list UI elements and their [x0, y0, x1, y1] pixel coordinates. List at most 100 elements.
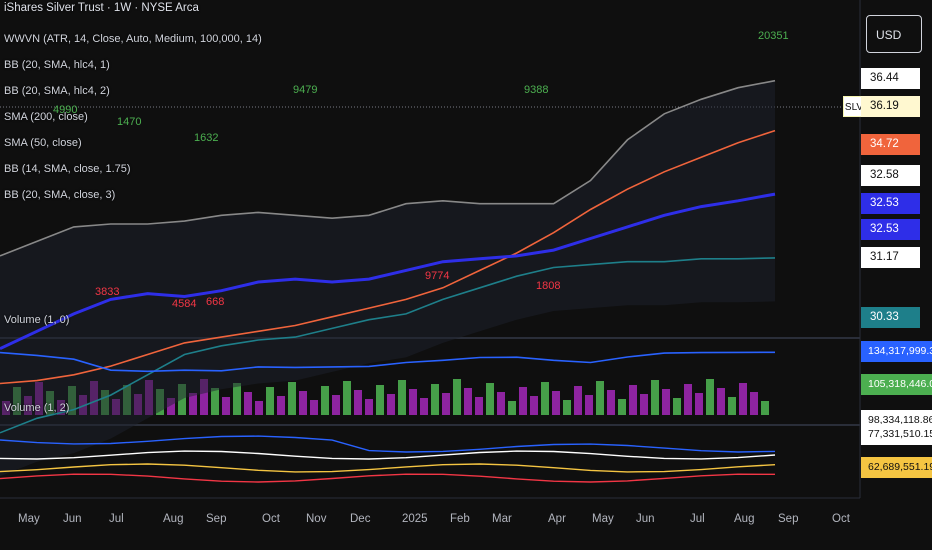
- legend-volume-1-0[interactable]: Volume (1, 0): [4, 314, 70, 326]
- time-axis-tick: Aug: [163, 513, 184, 525]
- legend-sma-200[interactable]: SMA (200, close): [4, 111, 88, 123]
- price-tag: 30.33: [861, 307, 920, 328]
- renko-label: 1470: [117, 116, 142, 128]
- volume-tag: 134,317,999.33: [861, 341, 932, 362]
- time-axis-tick: Jul: [109, 513, 124, 525]
- volume-bar: [728, 397, 736, 415]
- volume-bar: [750, 392, 758, 415]
- volume-bar: [420, 398, 428, 415]
- time-axis-tick: Aug: [734, 513, 755, 525]
- chart-title: iShares Silver Trust · 1W · NYSE Arca: [4, 2, 199, 14]
- renko-label: 9774: [425, 270, 450, 282]
- time-axis-tick: 2025: [402, 513, 428, 525]
- volume-bar: [607, 390, 615, 415]
- volume-bar: [442, 393, 450, 415]
- volume-tag: 62,689,551.19: [861, 457, 932, 478]
- legend-bb-close-3[interactable]: BB (20, SMA, close, 3): [4, 189, 116, 201]
- volume-bar: [189, 393, 197, 415]
- time-axis-tick: Mar: [492, 513, 512, 525]
- renko-label: 4990: [53, 104, 78, 116]
- time-axis-tick: Apr: [548, 513, 566, 525]
- renko-label: 1808: [536, 280, 561, 292]
- volume-bar: [387, 394, 395, 415]
- volume-bar: [596, 381, 604, 415]
- renko-label: 3833: [95, 286, 120, 298]
- volume-bar: [662, 389, 670, 415]
- volume-bar: [431, 384, 439, 415]
- price-tag: 36.19: [861, 96, 920, 117]
- price-tag: 31.17: [861, 247, 920, 268]
- time-axis-tick: May: [18, 513, 40, 525]
- time-axis-tick: May: [592, 513, 614, 525]
- volume-bar: [310, 400, 318, 415]
- volume-bar: [475, 397, 483, 415]
- volume-tag: 77,331,510.15: [861, 424, 932, 445]
- legend-wwvn[interactable]: WWVN (ATR, 14, Close, Auto, Medium, 100,…: [4, 33, 262, 45]
- renko-label: 668: [206, 296, 225, 308]
- volume-tag: 105,318,446.00: [861, 374, 932, 395]
- time-axis-tick: Feb: [450, 513, 470, 525]
- series-line-3: [0, 79, 776, 257]
- volume-bar: [332, 395, 340, 415]
- volume-bar: [552, 391, 560, 415]
- volume-line: [0, 351, 776, 373]
- volume-bar: [739, 383, 747, 415]
- time-axis-tick: Sep: [778, 513, 799, 525]
- volume-bar: [453, 379, 461, 415]
- series-line-2: [0, 257, 776, 434]
- legend-bb-hlc4-1[interactable]: BB (20, SMA, hlc4, 1): [4, 59, 110, 71]
- volume-bar: [255, 401, 263, 415]
- volume-bar: [200, 379, 208, 415]
- volume-bar: [761, 401, 769, 415]
- volume-bar: [409, 389, 417, 415]
- legend-sma-50[interactable]: SMA (50, close): [4, 137, 82, 149]
- volume2-line: [0, 435, 776, 453]
- volume-bar: [299, 391, 307, 415]
- volume-bar: [684, 384, 692, 415]
- volume-bar: [343, 381, 351, 415]
- renko-label: 9479: [293, 84, 318, 96]
- volume-bar: [651, 380, 659, 415]
- legend-bb-close-175[interactable]: BB (14, SMA, close, 1.75): [4, 163, 131, 175]
- volume-bar: [574, 386, 582, 415]
- volume-bar: [211, 388, 219, 415]
- volume-bar: [178, 384, 186, 415]
- volume-bar: [277, 396, 285, 415]
- volume-bar: [618, 399, 626, 415]
- volume-bar: [376, 385, 384, 415]
- volume-bar: [222, 397, 230, 415]
- volume-bar: [563, 400, 571, 415]
- volume-bar: [695, 393, 703, 415]
- volume-bar: [233, 383, 241, 415]
- volume-bar: [640, 394, 648, 415]
- volume-bar: [508, 401, 516, 415]
- volume-bar: [673, 398, 681, 415]
- price-tag: 32.53: [861, 193, 920, 214]
- time-axis-tick: Jun: [636, 513, 655, 525]
- volume-bar: [398, 380, 406, 415]
- legend-bb-hlc4-2[interactable]: BB (20, SMA, hlc4, 2): [4, 85, 110, 97]
- time-axis-tick: Nov: [306, 513, 327, 525]
- volume-bar: [717, 388, 725, 415]
- time-axis-tick: Jul: [690, 513, 705, 525]
- volume2-line: [0, 473, 776, 483]
- currency-selector-button[interactable]: USD: [866, 15, 922, 53]
- legend-volume-1-2[interactable]: Volume (1, 2): [4, 402, 70, 414]
- price-tag: 32.53: [861, 219, 920, 240]
- price-tag: 36.44: [861, 68, 920, 89]
- volume-bar: [629, 385, 637, 415]
- volume-bar: [288, 382, 296, 415]
- series-line-0: [0, 129, 776, 385]
- volume-bar: [354, 390, 362, 415]
- volume-bar: [365, 399, 373, 415]
- renko-label: 1632: [194, 132, 219, 144]
- volume-bar: [167, 398, 175, 415]
- volume-bar: [519, 387, 527, 415]
- volume-bar: [266, 387, 274, 415]
- volume2-line: [0, 450, 776, 460]
- time-axis-tick: Oct: [262, 513, 280, 525]
- series-line-1: [0, 192, 776, 351]
- time-axis-tick: Oct: [832, 513, 850, 525]
- volume-bar: [464, 388, 472, 415]
